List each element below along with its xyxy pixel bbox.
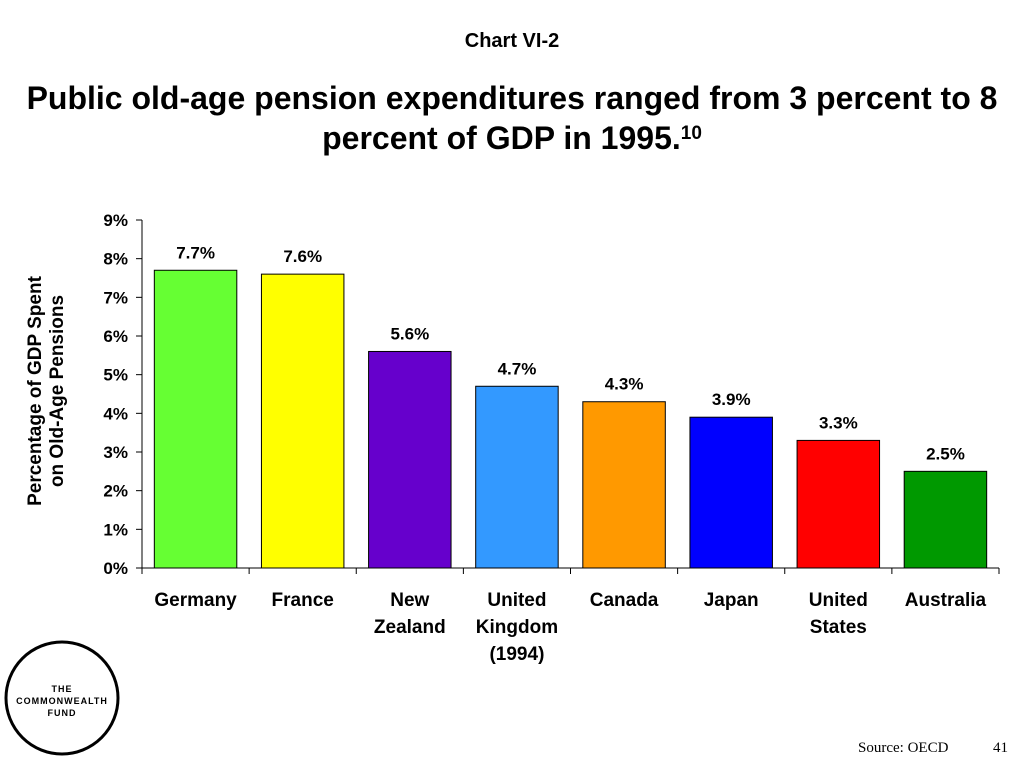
data-label: 7.6% bbox=[283, 247, 322, 266]
x-tick-label: France bbox=[272, 590, 334, 611]
logo-circle-icon bbox=[4, 640, 120, 756]
x-tick-label: Germany bbox=[154, 590, 237, 611]
y-tick-label: 7% bbox=[103, 288, 128, 307]
bar bbox=[582, 401, 666, 569]
slide-title: Public old-age pension expenditures rang… bbox=[0, 78, 1024, 158]
x-tick-label: United bbox=[487, 590, 546, 611]
commonwealth-fund-logo: THE COMMONWEALTH FUND bbox=[3, 639, 121, 757]
y-tick-label: 9% bbox=[103, 211, 128, 230]
y-tick-label: 2% bbox=[103, 482, 128, 501]
data-label: 5.6% bbox=[390, 324, 429, 343]
x-tick-label: (1994) bbox=[489, 644, 544, 665]
chart-label: Chart VI-2 bbox=[464, 30, 560, 52]
data-label: 7.7% bbox=[176, 243, 215, 262]
x-tick-label: States bbox=[810, 617, 867, 638]
y-tick-label: 1% bbox=[103, 520, 128, 539]
y-tick-label: 4% bbox=[103, 404, 128, 423]
logo-text: THE COMMONWEALTH FUND bbox=[3, 683, 121, 719]
data-label: 2.5% bbox=[926, 444, 965, 463]
data-label: 4.7% bbox=[498, 359, 537, 378]
source-note: Source: OECD bbox=[858, 740, 949, 756]
bar bbox=[796, 439, 881, 569]
data-label: 3.3% bbox=[819, 413, 858, 432]
data-label: 3.9% bbox=[712, 390, 751, 409]
x-tick-label: Zealand bbox=[374, 617, 446, 638]
y-tick-label: 8% bbox=[103, 250, 128, 269]
bar bbox=[368, 350, 452, 569]
slide-title-text: Public old-age pension expenditures rang… bbox=[26, 80, 998, 156]
x-tick-label: Japan bbox=[704, 590, 759, 611]
y-tick-label: 6% bbox=[103, 327, 128, 346]
y-tick-label: 0% bbox=[103, 559, 128, 578]
logo-line: COMMONWEALTH bbox=[16, 696, 108, 706]
logo-line: FUND bbox=[47, 708, 77, 718]
y-tick-label: 5% bbox=[103, 366, 128, 385]
bar bbox=[903, 470, 988, 569]
x-tick-label: New bbox=[390, 590, 429, 611]
data-label: 4.3% bbox=[605, 375, 644, 394]
x-tick-label: Canada bbox=[590, 590, 659, 611]
page-number: 41 bbox=[993, 740, 1008, 756]
bar bbox=[475, 385, 559, 569]
bar bbox=[153, 269, 238, 569]
x-tick-label: United bbox=[809, 590, 868, 611]
x-tick-label: Kingdom bbox=[476, 617, 558, 638]
logo-line: THE bbox=[51, 684, 73, 694]
title-footnote: 10 bbox=[680, 123, 702, 144]
x-tick-label: Australia bbox=[905, 590, 987, 611]
bar bbox=[689, 416, 773, 569]
bar bbox=[260, 273, 345, 569]
y-tick-label: 3% bbox=[103, 443, 128, 462]
